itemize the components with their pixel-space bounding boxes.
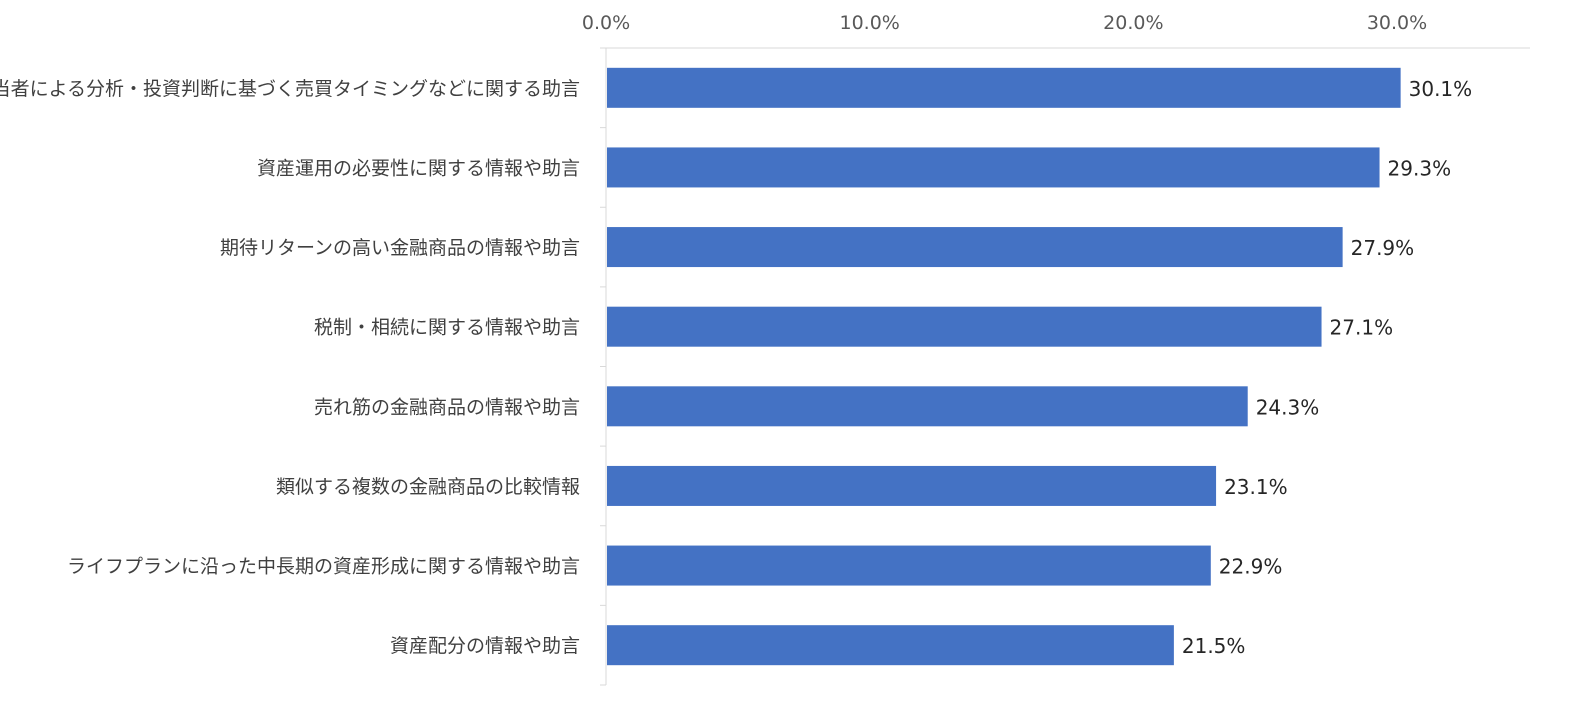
bar <box>607 67 1401 108</box>
bar <box>607 147 1380 188</box>
category-label: 売れ筋の金融商品の情報や助言 <box>314 396 580 418</box>
bar <box>607 625 1174 666</box>
data-label: 23.1% <box>1224 475 1288 499</box>
category-label: 期待リターンの高い金融商品の情報や助言 <box>220 237 580 259</box>
category-label: 資産配分の情報や助言 <box>390 635 580 657</box>
data-label: 21.5% <box>1182 634 1246 658</box>
data-label: 24.3% <box>1256 395 1320 419</box>
data-label: 29.3% <box>1388 156 1452 180</box>
bar <box>607 227 1343 268</box>
data-label: 30.1% <box>1409 77 1473 101</box>
data-label: 22.9% <box>1219 555 1283 579</box>
category-label: ライフプランに沿った中長期の資産形成に関する情報や助言 <box>67 556 580 578</box>
bar <box>607 306 1322 347</box>
bar <box>607 386 1248 427</box>
bar <box>607 465 1217 506</box>
x-tick-label: 10.0% <box>839 12 899 34</box>
x-tick-label: 0.0% <box>582 12 630 34</box>
category-label: 資産運用の必要性に関する情報や助言 <box>257 157 580 179</box>
data-label: 27.9% <box>1351 236 1415 260</box>
category-label: 税制・相続に関する情報や助言 <box>314 317 580 339</box>
bar <box>607 545 1211 586</box>
data-label: 27.1% <box>1330 316 1394 340</box>
x-tick-label: 30.0% <box>1367 12 1427 34</box>
x-tick-label: 20.0% <box>1103 12 1163 34</box>
category-label: 類似する複数の金融商品の比較情報 <box>276 476 580 498</box>
category-label: 担当者による分析・投資判断に基づく売買タイミングなどに関する助言 <box>0 78 580 100</box>
